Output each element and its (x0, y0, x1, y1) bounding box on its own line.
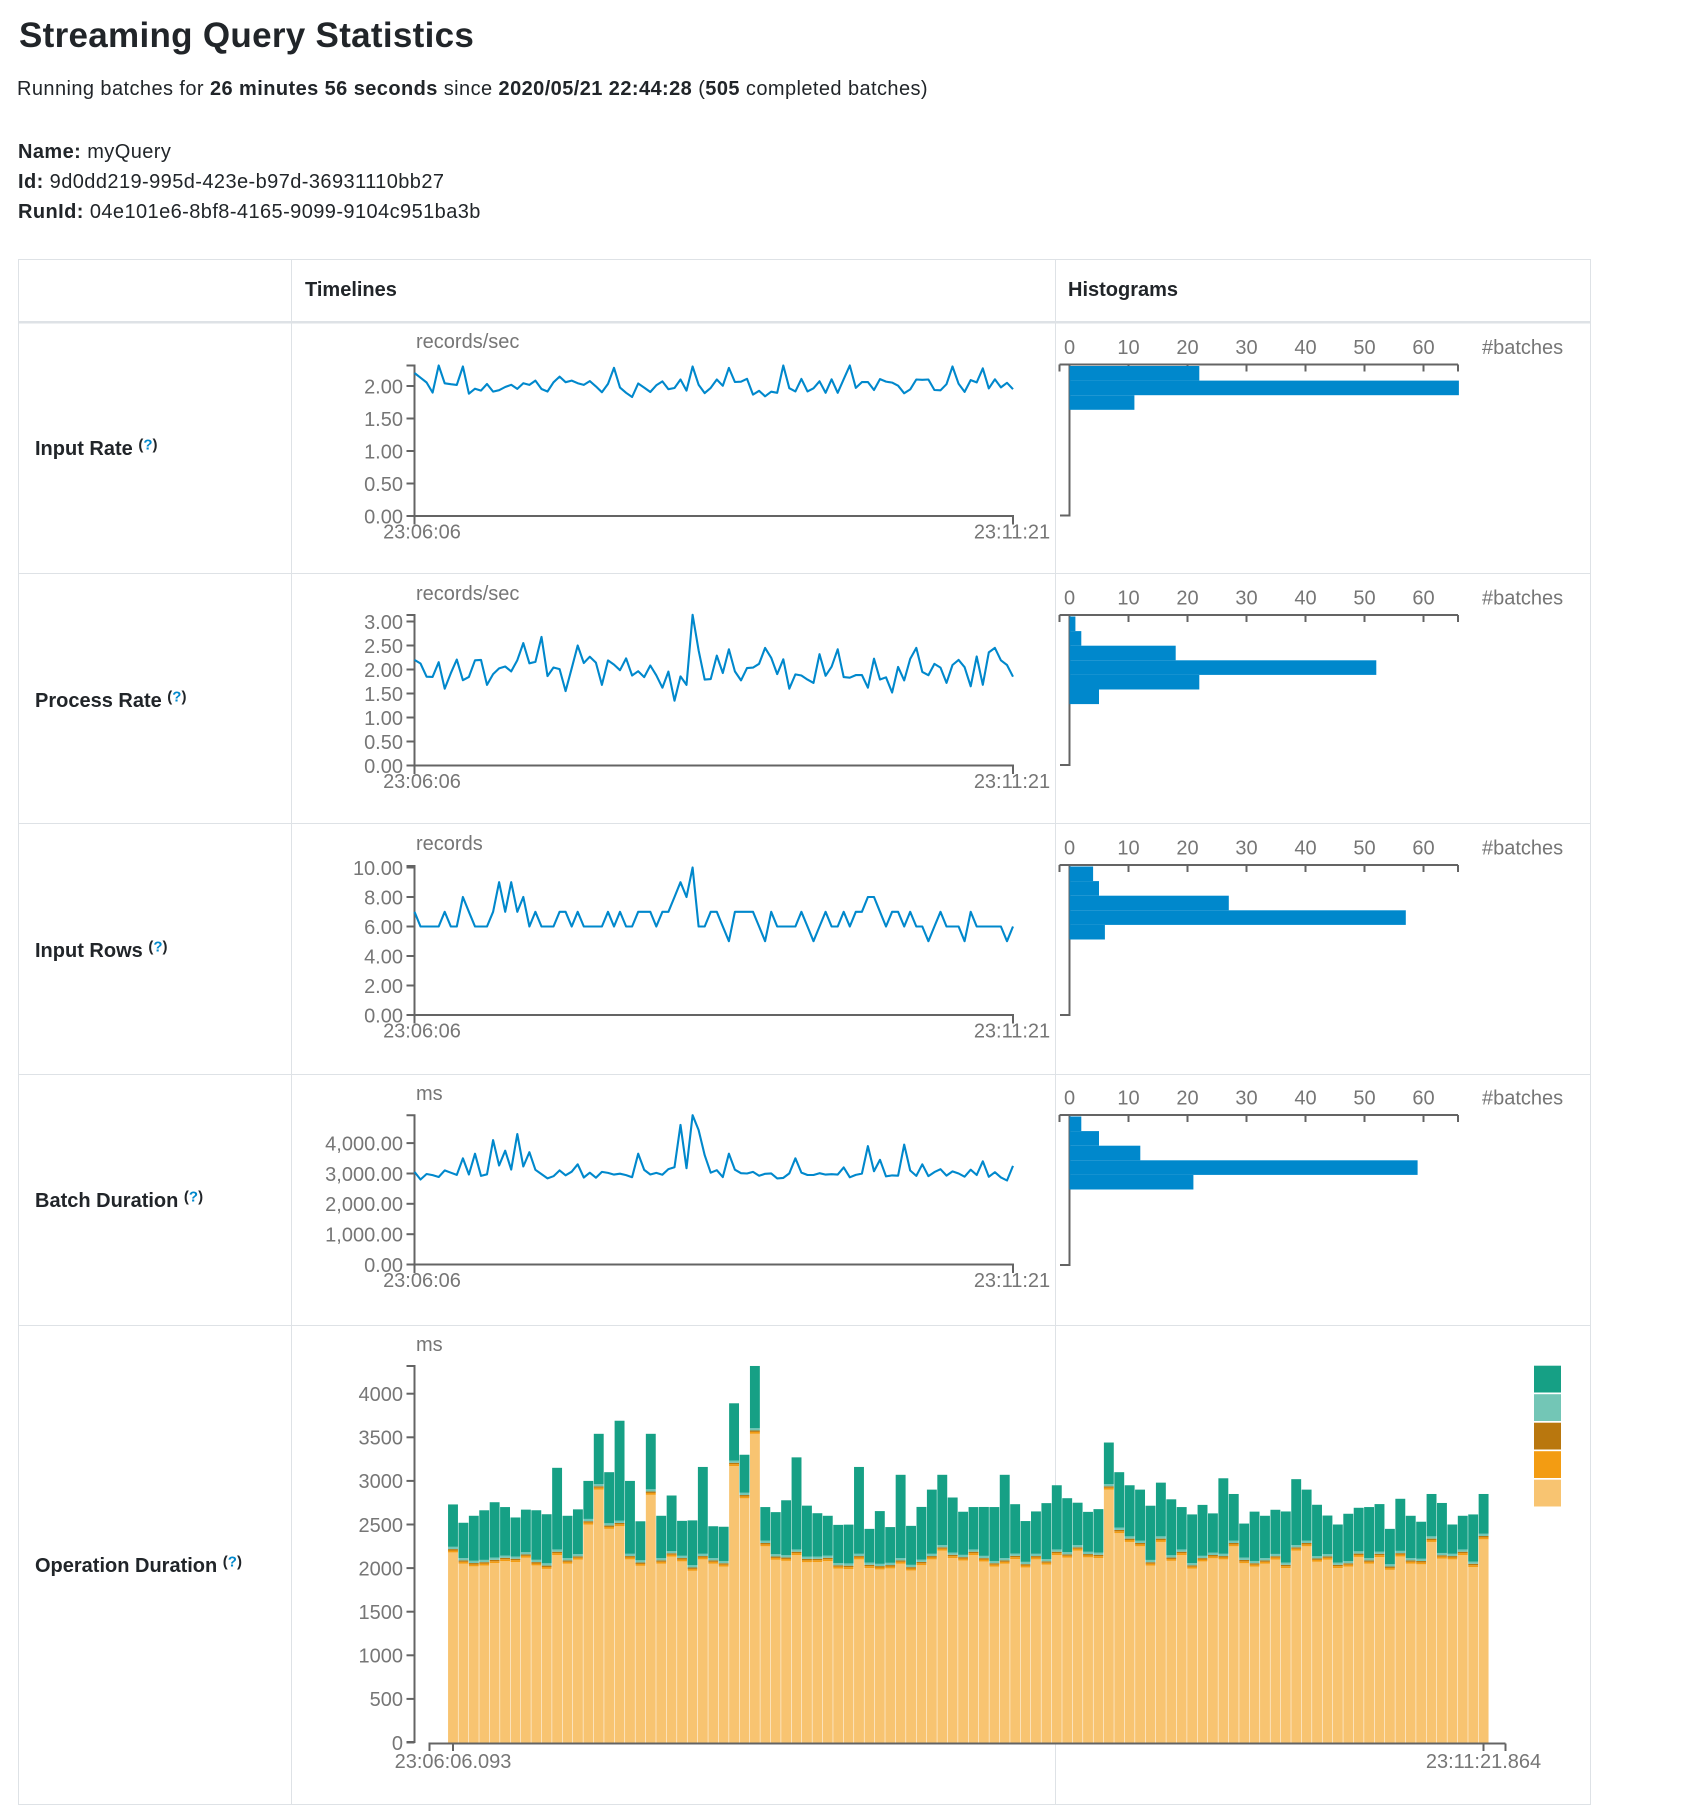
svg-text:10: 10 (1117, 588, 1139, 610)
svg-text:3,000.00: 3,000.00 (325, 1164, 403, 1186)
svg-text:#batches: #batches (1482, 588, 1563, 610)
svg-text:records: records (416, 833, 483, 855)
svg-text:6.00: 6.00 (364, 917, 403, 939)
svg-text:20: 20 (1176, 838, 1198, 860)
svg-text:Operation Duration (?): Operation Duration (?) (35, 1554, 242, 1578)
svg-text:20: 20 (1176, 337, 1198, 359)
svg-text:#batches: #batches (1482, 1088, 1563, 1110)
svg-text:23:11:21: 23:11:21 (974, 1270, 1050, 1292)
svg-text:23:06:06: 23:06:06 (383, 771, 461, 793)
svg-text:30: 30 (1235, 838, 1257, 860)
svg-text:0.50: 0.50 (364, 474, 403, 496)
svg-text:40: 40 (1294, 838, 1316, 860)
svg-text:23:06:06.093: 23:06:06.093 (395, 1751, 512, 1773)
svg-text:2500: 2500 (359, 1515, 404, 1537)
svg-text:2000: 2000 (359, 1558, 404, 1580)
svg-text:23:06:06: 23:06:06 (383, 1270, 461, 1292)
svg-text:Batch Duration (?): Batch Duration (?) (35, 1189, 203, 1213)
svg-text:23:06:06: 23:06:06 (383, 1021, 461, 1043)
svg-text:30: 30 (1235, 337, 1257, 359)
svg-text:60: 60 (1412, 588, 1434, 610)
svg-text:40: 40 (1294, 1088, 1316, 1110)
svg-text:50: 50 (1353, 838, 1375, 860)
svg-text:3.00: 3.00 (364, 612, 403, 634)
svg-text:0: 0 (1064, 838, 1075, 860)
svg-text:1500: 1500 (359, 1602, 404, 1624)
svg-text:Timelines: Timelines (305, 279, 397, 301)
svg-text:23:11:21: 23:11:21 (974, 522, 1050, 544)
svg-text:30: 30 (1235, 588, 1257, 610)
svg-text:0.00: 0.00 (364, 1255, 403, 1277)
svg-text:10: 10 (1117, 1088, 1139, 1110)
svg-text:23:11:21: 23:11:21 (974, 1021, 1050, 1043)
svg-text:30: 30 (1235, 1088, 1257, 1110)
svg-text:4000: 4000 (359, 1384, 404, 1406)
svg-text:0: 0 (392, 1733, 403, 1755)
svg-text:0.00: 0.00 (364, 506, 403, 528)
svg-text:2.00: 2.00 (364, 976, 403, 998)
svg-text:Name: myQuery: Name: myQuery (18, 141, 171, 163)
svg-text:Streaming Query Statistics: Streaming Query Statistics (19, 16, 474, 55)
svg-text:#batches: #batches (1482, 337, 1563, 359)
svg-text:1,000.00: 1,000.00 (325, 1224, 403, 1246)
svg-text:ms: ms (416, 1334, 443, 1356)
svg-text:4.00: 4.00 (364, 946, 403, 968)
svg-text:Process Rate (?): Process Rate (?) (35, 689, 186, 713)
svg-text:2.00: 2.00 (364, 376, 403, 398)
svg-text:0.50: 0.50 (364, 732, 403, 754)
svg-text:10.00: 10.00 (353, 858, 403, 880)
svg-text:3500: 3500 (359, 1428, 404, 1450)
svg-text:0: 0 (1064, 337, 1075, 359)
svg-text:records/sec: records/sec (416, 331, 519, 353)
svg-text:10: 10 (1117, 838, 1139, 860)
svg-text:ms: ms (416, 1083, 443, 1105)
svg-text:Id: 9d0dd219-995d-423e-b97d-36: Id: 9d0dd219-995d-423e-b97d-36931110bb27 (18, 171, 444, 193)
svg-text:23:11:21: 23:11:21 (974, 771, 1050, 793)
svg-text:50: 50 (1353, 1088, 1375, 1110)
svg-text:0: 0 (1064, 588, 1075, 610)
svg-text:8.00: 8.00 (364, 887, 403, 909)
svg-text:20: 20 (1176, 1088, 1198, 1110)
svg-text:10: 10 (1117, 337, 1139, 359)
svg-text:3000: 3000 (359, 1471, 404, 1493)
svg-text:1.50: 1.50 (364, 684, 403, 706)
svg-text:60: 60 (1412, 337, 1434, 359)
svg-text:0: 0 (1064, 1088, 1075, 1110)
svg-text:0.00: 0.00 (364, 1005, 403, 1027)
svg-text:2,000.00: 2,000.00 (325, 1194, 403, 1216)
svg-text:1.50: 1.50 (364, 409, 403, 431)
svg-text:records/sec: records/sec (416, 583, 519, 605)
svg-text:2.00: 2.00 (364, 660, 403, 682)
svg-text:RunId: 04e101e6-8bf8-4165-9099: RunId: 04e101e6-8bf8-4165-9099-9104c951b… (18, 201, 481, 223)
svg-text:2.50: 2.50 (364, 636, 403, 658)
svg-text:Input Rate (?): Input Rate (?) (35, 437, 158, 461)
svg-text:23:06:06: 23:06:06 (383, 522, 461, 544)
svg-text:40: 40 (1294, 337, 1316, 359)
svg-text:0.00: 0.00 (364, 756, 403, 778)
svg-text:50: 50 (1353, 588, 1375, 610)
svg-text:40: 40 (1294, 588, 1316, 610)
svg-text:1.00: 1.00 (364, 708, 403, 730)
svg-text:60: 60 (1412, 1088, 1434, 1110)
svg-text:23:11:21.864: 23:11:21.864 (1426, 1751, 1541, 1773)
svg-text:#batches: #batches (1482, 838, 1563, 860)
svg-text:Histograms: Histograms (1068, 279, 1178, 301)
svg-text:1000: 1000 (359, 1646, 404, 1668)
svg-text:60: 60 (1412, 838, 1434, 860)
svg-text:Running batches for 26 minutes: Running batches for 26 minutes 56 second… (17, 78, 928, 100)
svg-text:500: 500 (370, 1689, 403, 1711)
svg-text:20: 20 (1176, 588, 1198, 610)
svg-text:1.00: 1.00 (364, 441, 403, 463)
svg-text:4,000.00: 4,000.00 (325, 1133, 403, 1155)
svg-text:50: 50 (1353, 337, 1375, 359)
svg-text:Input Rows (?): Input Rows (?) (35, 939, 168, 963)
